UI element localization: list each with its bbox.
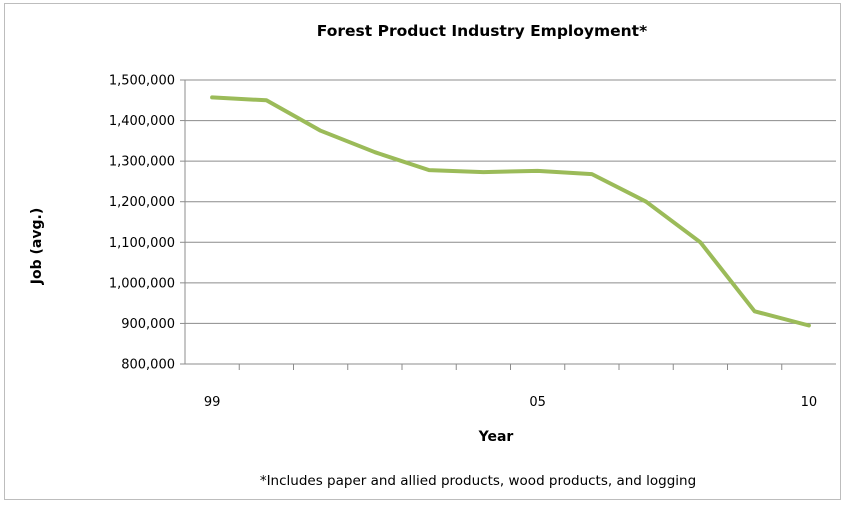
y-tick-label: 900,000 [121,317,175,332]
x-tick-label: 05 [529,395,546,410]
y-tick-label: 1,200,000 [109,195,175,210]
y-tick-labels: 800,000 900,000 1,000,000 1,100,000 1,200,00… [109,74,175,373]
chart-title: Forest Product Industry Employment* [317,22,647,40]
data-point [591,173,593,175]
data-point [374,151,376,153]
footnote: *Includes paper and allied products, woo… [260,473,696,489]
line-chart: Forest Product Industry Employment* 800,… [29,22,836,489]
y-tick-label: 1,300,000 [109,155,175,170]
gridlines [185,79,836,324]
data-point [265,99,267,101]
data-point [808,324,810,326]
x-tick-labels: 99 05 10 [204,395,817,410]
data-point [211,96,213,98]
axes [180,79,836,370]
y-tick-label: 1,000,000 [109,276,175,291]
y-tick-label: 800,000 [121,358,175,373]
chart-frame: Forest Product Industry Employment* 800,… [4,3,841,500]
data-point [482,171,484,173]
data-point [320,130,322,132]
data-point [645,201,647,203]
y-tick-label: 1,400,000 [109,114,175,129]
series-line [210,95,811,328]
series [210,95,811,328]
x-axis-title: Year [478,429,514,445]
x-tick-label: 99 [204,395,221,410]
y-tick-label: 1,500,000 [109,74,175,89]
data-point [754,310,756,312]
data-point [537,170,539,172]
y-axis-title: Job (avg.) [29,208,45,285]
data-point [428,169,430,171]
x-tick-label: 10 [801,395,818,410]
y-tick-label: 1,100,000 [109,236,175,251]
data-point [699,241,701,243]
